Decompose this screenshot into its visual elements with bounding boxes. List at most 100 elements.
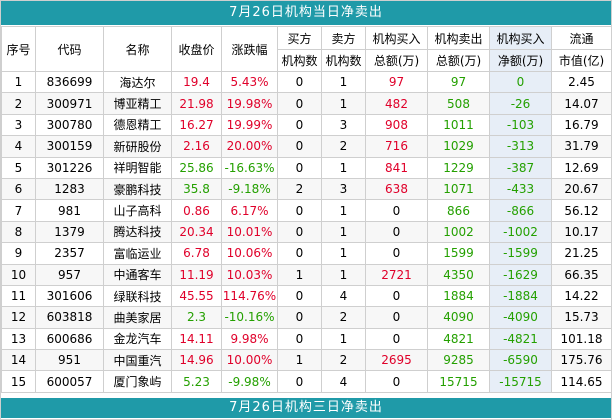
table-row: 11 301606 绿联科技 45.55 114.76% 0 4 0 1884 -1884 14.2… bbox=[1, 284, 612, 308]
cell-code: 600686 bbox=[35, 327, 104, 351]
cell-change: 5.43% bbox=[221, 70, 278, 94]
cell-inst-buy: 0 bbox=[365, 284, 428, 308]
cell-net: -4821 bbox=[489, 327, 552, 351]
cell-seq: 5 bbox=[1, 156, 36, 179]
cell-close: 0.86 bbox=[171, 199, 222, 222]
header-buyers-top: 买方 bbox=[277, 26, 322, 50]
cell-net: -15715 bbox=[489, 370, 552, 393]
cell-inst-buy: 716 bbox=[365, 135, 428, 158]
header-inst-sell-bottom: 总额(万) bbox=[427, 49, 490, 72]
cell-sellers: 1 bbox=[321, 199, 366, 222]
cell-buyers: 0 bbox=[277, 220, 322, 244]
table-row: 12 603818 曲美家居 2.3 -10.16% 0 2 0 4090 -4090 15.73 bbox=[1, 306, 612, 329]
cell-buyers: 0 bbox=[277, 156, 322, 179]
cell-code: 301226 bbox=[35, 156, 104, 179]
cell-net: -313 bbox=[489, 135, 552, 158]
cell-change: 114.76% bbox=[221, 284, 278, 308]
cell-cap: 10.17 bbox=[551, 220, 612, 244]
cell-close: 25.86 bbox=[171, 156, 222, 179]
cell-sellers: 2 bbox=[321, 306, 366, 329]
header-close: 收盘价 bbox=[171, 26, 222, 72]
cell-inst-buy: 908 bbox=[365, 113, 428, 137]
table-row: 15 600057 厦门象屿 5.23 -9.98% 0 4 0 15715 -15715 114.… bbox=[1, 370, 612, 393]
header-inst-sell-top: 机构卖出 bbox=[427, 26, 490, 50]
cell-close: 21.98 bbox=[171, 92, 222, 115]
cell-sellers: 3 bbox=[321, 113, 366, 137]
cell-inst-buy: 0 bbox=[365, 370, 428, 393]
cell-sellers: 1 bbox=[321, 263, 366, 286]
cell-net: -6590 bbox=[489, 349, 552, 372]
cell-buyers: 2 bbox=[277, 177, 322, 201]
cell-code: 951 bbox=[35, 349, 104, 372]
table-row: 2 300971 博亚精工 21.98 19.98% 0 1 482 508 -26 14.07 bbox=[1, 92, 612, 115]
cell-seq: 8 bbox=[1, 220, 36, 244]
cell-close: 2.3 bbox=[171, 306, 222, 329]
header-net-top: 机构买入 bbox=[489, 26, 552, 50]
cell-code: 1379 bbox=[35, 220, 104, 244]
cell-code: 300971 bbox=[35, 92, 104, 115]
cell-change: 20.00% bbox=[221, 135, 278, 158]
cell-seq: 1 bbox=[1, 70, 36, 94]
cell-buyers: 0 bbox=[277, 135, 322, 158]
cell-sellers: 1 bbox=[321, 156, 366, 179]
table-row: 8 1379 腾达科技 20.34 10.01% 0 1 0 1002 -1002 10.17 bbox=[1, 220, 612, 244]
cell-name: 豪鹏科技 bbox=[103, 177, 172, 201]
cell-sellers: 4 bbox=[321, 370, 366, 393]
cell-net: -1884 bbox=[489, 284, 552, 308]
cell-change: 9.98% bbox=[221, 327, 278, 351]
cell-name: 曲美家居 bbox=[103, 306, 172, 329]
cell-change: 10.01% bbox=[221, 220, 278, 244]
header-seq: 序号 bbox=[1, 26, 36, 72]
cell-close: 16.27 bbox=[171, 113, 222, 137]
cell-cap: 14.07 bbox=[551, 92, 612, 115]
cell-inst-buy: 482 bbox=[365, 92, 428, 115]
cell-change: 10.06% bbox=[221, 242, 278, 265]
cell-seq: 13 bbox=[1, 327, 36, 351]
cell-seq: 14 bbox=[1, 349, 36, 372]
table-row: 3 300780 德恩精工 16.27 19.99% 0 3 908 1011 -103 16.79 bbox=[1, 113, 612, 137]
institution-net-sell-table: 序号 代码 名称 收盘价 涨跌幅 买方 卖方 机构买入 机构卖出 机构买入 流通… bbox=[1, 26, 612, 393]
header-name: 名称 bbox=[103, 26, 172, 72]
cell-seq: 11 bbox=[1, 284, 36, 308]
cell-sellers: 3 bbox=[321, 177, 366, 201]
header-code: 代码 bbox=[35, 26, 104, 72]
header-sellers-bottom: 机构数 bbox=[321, 49, 366, 72]
cell-name: 博亚精工 bbox=[103, 92, 172, 115]
cell-net: -26 bbox=[489, 92, 552, 115]
cell-sellers: 1 bbox=[321, 220, 366, 244]
cell-buyers: 0 bbox=[277, 199, 322, 222]
cell-change: -9.18% bbox=[221, 177, 278, 201]
cell-code: 300780 bbox=[35, 113, 104, 137]
cell-inst-buy: 841 bbox=[365, 156, 428, 179]
cell-close: 11.19 bbox=[171, 263, 222, 286]
cell-cap: 15.73 bbox=[551, 306, 612, 329]
cell-inst-buy: 638 bbox=[365, 177, 428, 201]
cell-name: 腾达科技 bbox=[103, 220, 172, 244]
cell-inst-sell: 4821 bbox=[427, 327, 490, 351]
cell-sellers: 2 bbox=[321, 135, 366, 158]
cell-inst-buy: 2695 bbox=[365, 349, 428, 372]
cell-seq: 15 bbox=[1, 370, 36, 393]
cell-sellers: 1 bbox=[321, 327, 366, 351]
cell-inst-sell: 4090 bbox=[427, 306, 490, 329]
header-cap-bottom: 市值(亿) bbox=[551, 49, 612, 72]
cell-seq: 3 bbox=[1, 113, 36, 137]
cell-inst-sell: 1071 bbox=[427, 177, 490, 201]
cell-net: -1629 bbox=[489, 263, 552, 286]
cell-net: -4090 bbox=[489, 306, 552, 329]
cell-cap: 21.25 bbox=[551, 242, 612, 265]
cell-seq: 9 bbox=[1, 242, 36, 265]
cell-inst-buy: 2721 bbox=[365, 263, 428, 286]
table-row: 1 836699 海达尔 19.4 5.43% 0 1 97 97 0 2.45 bbox=[1, 70, 612, 94]
table-title: 7月26日机构当日净卖出 bbox=[1, 1, 611, 26]
cell-seq: 7 bbox=[1, 199, 36, 222]
cell-code: 600057 bbox=[35, 370, 104, 393]
cell-sellers: 1 bbox=[321, 92, 366, 115]
cell-code: 603818 bbox=[35, 306, 104, 329]
cell-inst-sell: 97 bbox=[427, 70, 490, 94]
cell-change: -16.63% bbox=[221, 156, 278, 179]
cell-buyers: 1 bbox=[277, 263, 322, 286]
cell-name: 新研股份 bbox=[103, 135, 172, 158]
cell-buyers: 0 bbox=[277, 113, 322, 137]
cell-buyers: 0 bbox=[277, 242, 322, 265]
